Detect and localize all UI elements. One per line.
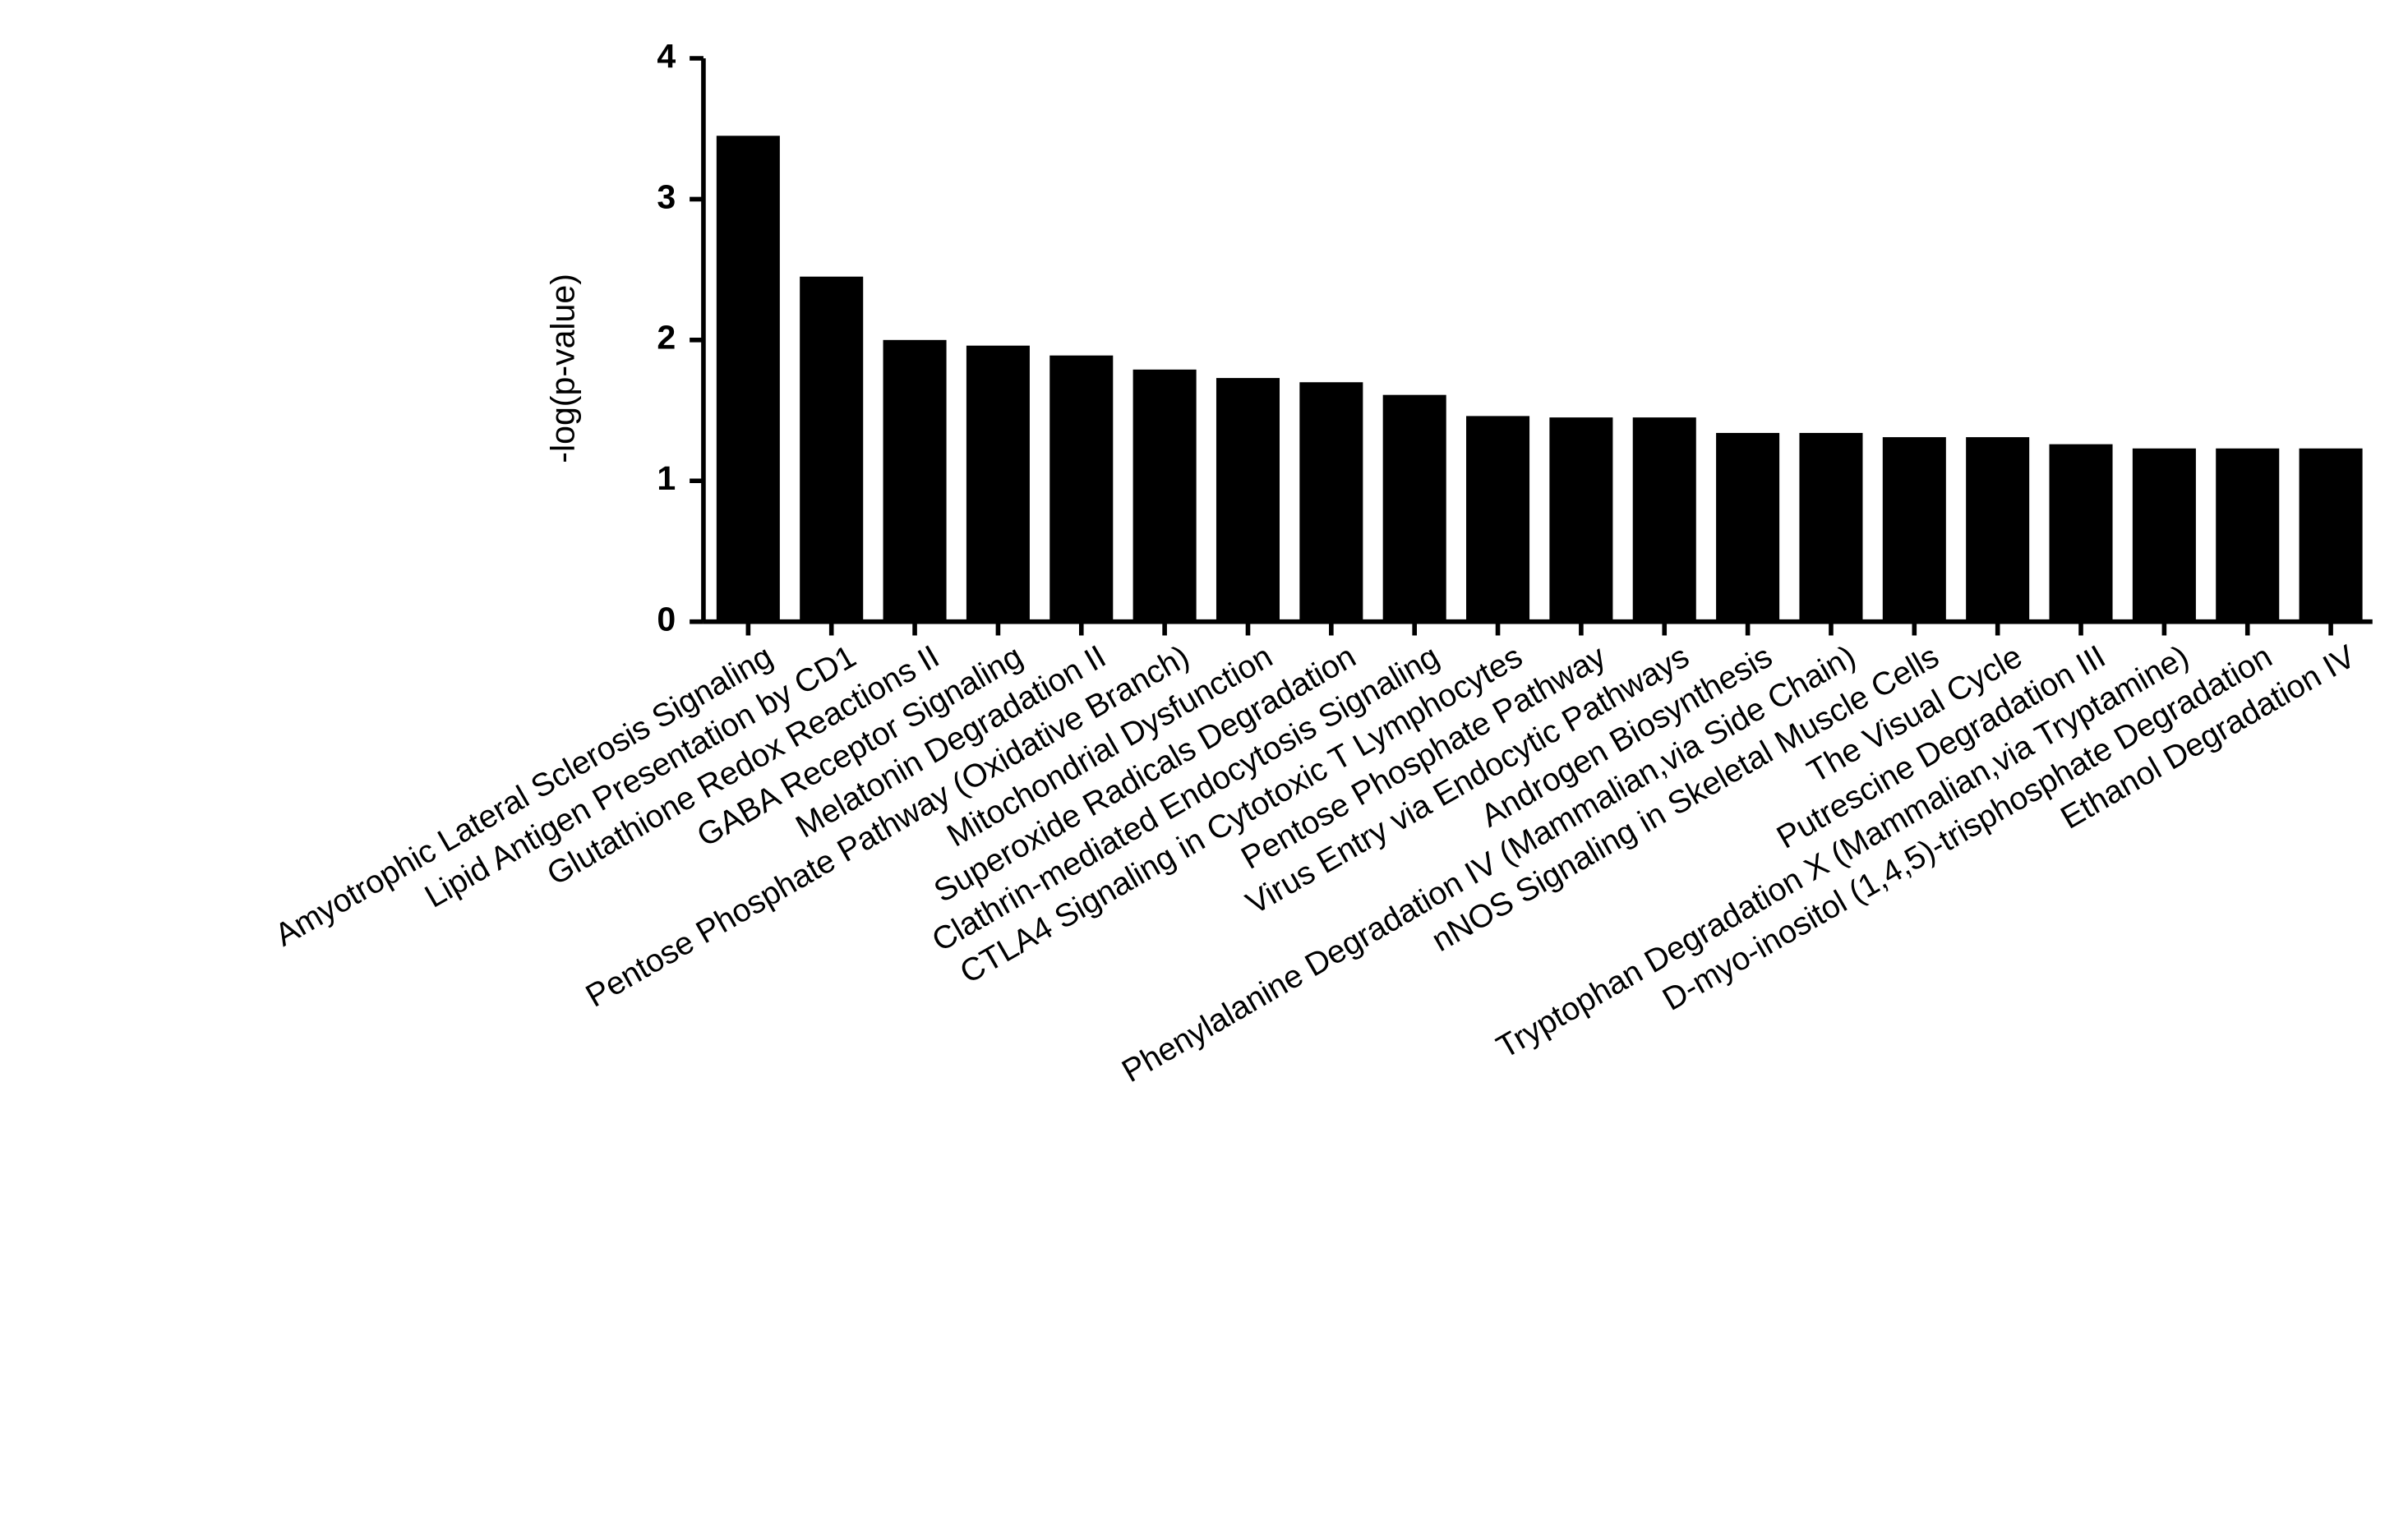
y-tick-label: 1 <box>657 459 676 497</box>
y-axis-label: -log(p-value) <box>544 274 582 463</box>
bar <box>1716 432 1780 622</box>
bar <box>800 276 864 622</box>
bar <box>1966 437 2030 622</box>
bar <box>1632 417 1696 622</box>
bar <box>966 345 1030 622</box>
y-tick-label: 0 <box>657 601 676 638</box>
bar <box>2132 448 2196 622</box>
y-tick-label: 2 <box>657 319 676 357</box>
bar <box>1049 355 1114 622</box>
bar <box>1299 382 1363 622</box>
bar <box>2049 444 2113 622</box>
bar <box>2216 448 2280 622</box>
bar <box>2299 448 2363 622</box>
bar <box>1216 378 1280 622</box>
bar <box>1549 417 1613 622</box>
bar <box>1466 416 1530 622</box>
bar <box>716 136 780 622</box>
bar <box>1132 369 1197 622</box>
y-tick-label: 3 <box>657 177 676 215</box>
bar <box>1382 394 1446 622</box>
bar <box>883 339 947 622</box>
bar <box>1882 437 1946 622</box>
bar <box>1799 432 1863 622</box>
y-tick-label: 4 <box>657 37 676 75</box>
